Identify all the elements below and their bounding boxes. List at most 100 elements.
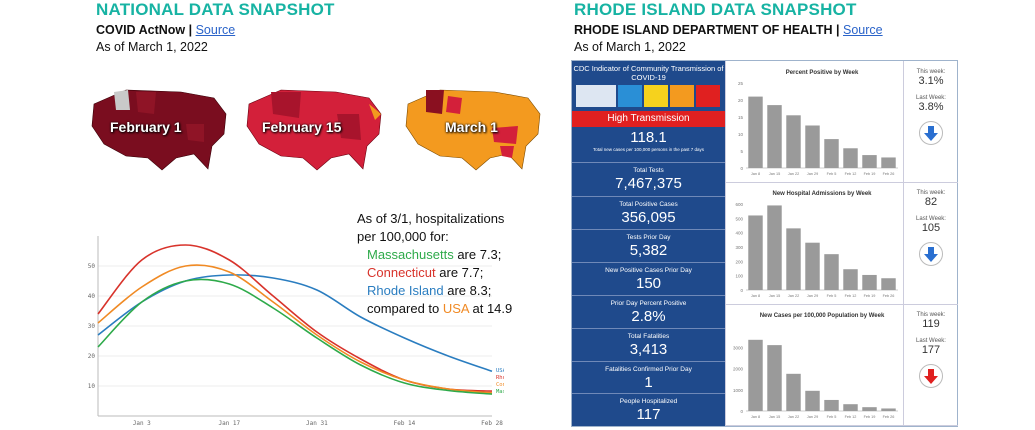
last-week-value: 3.8% — [918, 101, 944, 113]
stat-value: 7,467,375 — [615, 175, 682, 192]
cdc-legend-substantial — [670, 85, 694, 107]
y-tick-label: 600 — [735, 202, 743, 207]
annotation-usa-pre: compared to — [367, 301, 443, 316]
stat-total-tests: Total Tests 7,467,375 — [572, 162, 725, 197]
stat-value: 150 — [635, 275, 662, 292]
last-week-value: 177 — [921, 344, 941, 356]
bar — [805, 390, 820, 411]
ri-source-text: RHODE ISLAND DEPARTMENT OF HEALTH | — [574, 23, 844, 37]
bar — [843, 148, 858, 168]
annotation-line-2: per 100,000 for: — [357, 229, 449, 244]
new-cases-chart: New Cases per 100,000 Population by Week… — [733, 313, 898, 419]
y-tick-label: 20 — [738, 98, 744, 103]
stat-value: 1 — [644, 374, 653, 391]
stat-label: Tests Prior Day — [626, 234, 671, 241]
cdc-legend-unknown — [576, 85, 616, 107]
cdc-legend-moderate — [644, 85, 668, 107]
y-tick-label: 3000 — [733, 345, 744, 350]
this-week-value: 3.1% — [918, 75, 944, 87]
national-source-line: COVID ActNow | Source — [96, 22, 235, 38]
x-tick-label: Feb 14 — [394, 420, 416, 425]
bar — [824, 254, 839, 290]
new-cases-side: This week: 119 Last Week: 177 — [903, 304, 958, 426]
incidence-footnote: Total new cases per 100,000 persons in t… — [592, 147, 705, 152]
stat-new-positive: New Positive Cases Prior Day 150 — [572, 262, 725, 296]
national-source-text: COVID ActNow | — [96, 23, 196, 37]
chart-title: New Hospital Admissions by Week — [772, 191, 872, 197]
us-map-feb1 — [91, 89, 227, 171]
cdc-legend — [576, 85, 720, 107]
stat-hospitalized: People Hospitalized 117 — [572, 393, 725, 427]
bar — [862, 155, 877, 168]
last-week-label: Last Week: — [916, 216, 946, 222]
series-line-usa — [97, 274, 493, 373]
ri-source-line: RHODE ISLAND DEPARTMENT OF HEALTH | Sour… — [574, 22, 883, 38]
last-week-label: Last Week: — [916, 95, 946, 101]
x-tick-label: Jan 29 — [807, 415, 818, 419]
y-tick-label: 10 — [738, 132, 744, 137]
down-arrow-icon — [919, 242, 943, 266]
stat-label: New Positive Cases Prior Day — [605, 267, 692, 274]
x-tick-label: Jan 29 — [807, 294, 818, 298]
x-tick-label: Jan 29 — [807, 172, 818, 176]
national-as-of: As of March 1, 2022 — [96, 40, 208, 54]
y-tick-label: 20 — [88, 353, 96, 360]
percent-positive-chart: Percent Positive by Week 0 5 10 15 20 25 Jan 8 J… — [738, 70, 898, 176]
cdc-legend-low — [618, 85, 642, 107]
map-label-feb15: February 15 — [262, 119, 342, 135]
us-map-mar1 — [405, 89, 541, 171]
map-label-mar1: March 1 — [445, 119, 498, 135]
series-line-massachusetts — [97, 278, 493, 395]
this-week-value: 119 — [922, 318, 940, 330]
bar — [881, 278, 896, 290]
annotation-ma-value: are 7.3; — [453, 247, 502, 262]
this-week-label: This week: — [916, 312, 946, 318]
x-tick-label: Feb 12 — [845, 172, 857, 176]
x-tick-label: Jan 22 — [788, 172, 799, 176]
x-tick-label: Feb 19 — [864, 294, 876, 298]
y-tick-label: 2000 — [733, 367, 744, 372]
stat-label: Total Fatalities — [627, 333, 670, 340]
annotation-ct: Connecticut are 7.7; — [357, 264, 512, 282]
bar — [786, 373, 801, 411]
y-tick-label: 30 — [88, 323, 96, 330]
annotation-ri: Rhode Island are 8.3; — [357, 282, 512, 300]
bar — [748, 96, 763, 168]
x-tick-label: Feb 26 — [883, 172, 895, 176]
annotation-ct-value: are 7.7; — [435, 265, 484, 280]
y-tick-label: 0 — [740, 288, 743, 293]
incidence-stat: 118.1 Total new cases per 100,000 person… — [572, 127, 725, 162]
x-tick-label: Jan 15 — [769, 172, 780, 176]
national-source-link[interactable]: Source — [195, 23, 236, 37]
x-tick-label: Feb 12 — [845, 294, 857, 298]
incidence-value: 118.1 — [630, 129, 667, 146]
bar — [805, 125, 820, 168]
ri-source-link[interactable]: Source — [843, 23, 883, 37]
y-tick-label: 0 — [740, 166, 743, 171]
hospital-admissions-panel: New Hospital Admissions by Week 0 100 200 30… — [725, 182, 904, 305]
ri-title: RHODE ISLAND DATA SNAPSHOT — [574, 0, 857, 19]
y-tick-label: 100 — [735, 274, 743, 279]
hospital-admissions-side: This week: 82 Last Week: 105 — [903, 182, 958, 305]
cdc-legend-high — [696, 85, 720, 107]
x-tick-label: Feb 5 — [827, 294, 837, 298]
y-tick-label: 500 — [735, 216, 743, 221]
us-map-feb15 — [246, 89, 382, 171]
stat-label: Prior Day Percent Positive — [610, 300, 687, 307]
map-label-feb1: February 1 — [110, 119, 182, 135]
x-tick-label: Jan 8 — [751, 415, 760, 419]
this-week-label: This week: — [916, 190, 946, 196]
series-line-connecticut — [97, 264, 493, 394]
stat-total-fatalities: Total Fatalities 3,413 — [572, 328, 725, 362]
x-tick-label: Feb 5 — [827, 415, 837, 419]
legend-entry: USA — [496, 368, 504, 374]
y-tick-label: 25 — [738, 81, 744, 86]
x-tick-label: Feb 5 — [827, 172, 837, 176]
bar — [767, 205, 782, 290]
percent-positive-panel: Percent Positive by Week 0 5 10 15 20 25 Jan 8 J… — [725, 61, 904, 183]
bar — [786, 115, 801, 168]
cdc-indicator: CDC Indicator of Community Transmission … — [572, 61, 725, 111]
annotation-ct-name: Connecticut — [367, 265, 436, 280]
legend-entry: Connecticut — [496, 382, 504, 388]
x-tick-label: Jan 15 — [769, 415, 780, 419]
